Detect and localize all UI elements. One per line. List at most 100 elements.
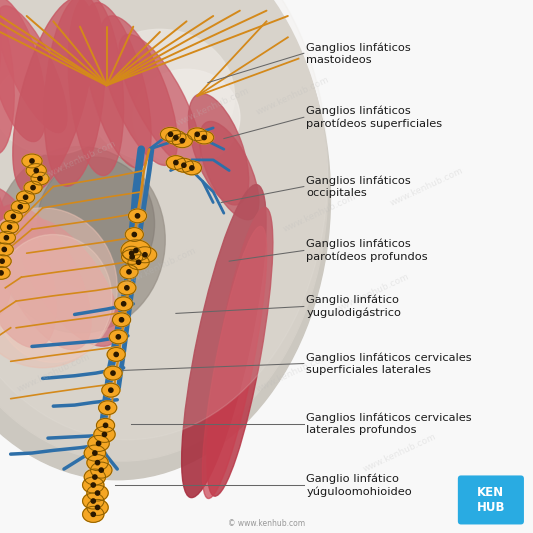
Text: www.kenhub.com: www.kenhub.com [335, 272, 411, 314]
Ellipse shape [174, 158, 193, 172]
Circle shape [99, 468, 103, 472]
Circle shape [182, 163, 186, 167]
Ellipse shape [0, 59, 112, 155]
Circle shape [122, 302, 126, 306]
Circle shape [114, 352, 118, 357]
Ellipse shape [0, 266, 10, 279]
Ellipse shape [203, 227, 266, 498]
Ellipse shape [19, 219, 119, 346]
Text: www.kenhub.com: www.kenhub.com [175, 86, 251, 127]
Ellipse shape [0, 208, 117, 368]
Ellipse shape [0, 0, 330, 480]
FancyBboxPatch shape [458, 475, 524, 524]
Circle shape [190, 166, 194, 170]
Text: Ganglios linfáticos
parotídeos superficiales: Ganglios linfáticos parotídeos superfici… [306, 106, 442, 129]
Text: www.kenhub.com: www.kenhub.com [122, 246, 198, 287]
Circle shape [91, 512, 95, 516]
Text: Ganglios linfáticos
occipitales: Ganglios linfáticos occipitales [306, 175, 411, 198]
Circle shape [91, 499, 95, 503]
Ellipse shape [0, 0, 14, 154]
Ellipse shape [83, 3, 151, 168]
Ellipse shape [115, 297, 133, 311]
Ellipse shape [207, 207, 273, 496]
Ellipse shape [122, 249, 143, 264]
Ellipse shape [133, 69, 240, 165]
Circle shape [109, 388, 113, 392]
Ellipse shape [84, 469, 106, 485]
Text: Ganglio linfático
yúguloomohioideo: Ganglio linfático yúguloomohioideo [306, 473, 412, 497]
Ellipse shape [133, 247, 157, 263]
Circle shape [119, 318, 124, 322]
Ellipse shape [83, 477, 104, 493]
Ellipse shape [0, 185, 56, 348]
Ellipse shape [121, 240, 151, 261]
Ellipse shape [84, 445, 106, 461]
Ellipse shape [0, 6, 67, 133]
Circle shape [125, 286, 129, 290]
Ellipse shape [166, 156, 185, 169]
Circle shape [0, 271, 3, 275]
Ellipse shape [87, 485, 108, 501]
Circle shape [130, 251, 134, 255]
Ellipse shape [94, 426, 115, 442]
Text: Ganglios linfáticos
parotídeos profundos: Ganglios linfáticos parotídeos profundos [306, 239, 428, 262]
Ellipse shape [96, 418, 115, 432]
Text: www.kenhub.com: www.kenhub.com [389, 166, 464, 207]
Ellipse shape [0, 243, 13, 256]
Ellipse shape [91, 462, 112, 478]
Circle shape [116, 335, 120, 339]
Ellipse shape [112, 313, 131, 327]
Ellipse shape [0, 0, 46, 142]
Ellipse shape [172, 134, 192, 148]
Ellipse shape [166, 131, 186, 144]
Ellipse shape [17, 191, 35, 204]
Ellipse shape [68, 0, 124, 175]
Ellipse shape [0, 0, 1, 157]
Ellipse shape [100, 16, 177, 165]
Circle shape [174, 160, 178, 165]
Ellipse shape [102, 383, 120, 397]
Ellipse shape [125, 228, 143, 241]
Ellipse shape [199, 122, 259, 220]
Text: Ganglios linfáticos
mastoideos: Ganglios linfáticos mastoideos [306, 42, 411, 64]
Circle shape [0, 259, 4, 263]
Ellipse shape [123, 246, 141, 260]
Ellipse shape [0, 147, 165, 333]
Circle shape [38, 176, 42, 181]
Circle shape [136, 260, 141, 264]
Ellipse shape [0, 161, 13, 319]
Ellipse shape [188, 128, 207, 141]
Text: KEN
HUB: KEN HUB [477, 486, 505, 514]
Circle shape [134, 248, 138, 253]
Circle shape [168, 132, 173, 136]
Circle shape [102, 432, 107, 437]
Text: www.kenhub.com: www.kenhub.com [42, 139, 118, 181]
Circle shape [135, 214, 140, 218]
Ellipse shape [104, 366, 122, 380]
Circle shape [2, 247, 6, 252]
Ellipse shape [188, 93, 249, 205]
Ellipse shape [128, 255, 149, 270]
Circle shape [127, 270, 131, 274]
Ellipse shape [87, 499, 108, 515]
Text: www.kenhub.com: www.kenhub.com [255, 75, 331, 117]
Ellipse shape [83, 493, 104, 509]
Circle shape [95, 461, 100, 465]
Ellipse shape [120, 265, 138, 279]
Circle shape [23, 195, 28, 199]
Circle shape [18, 205, 22, 209]
Ellipse shape [37, 157, 155, 290]
Ellipse shape [26, 164, 46, 177]
Circle shape [93, 475, 97, 479]
Text: www.kenhub.com: www.kenhub.com [255, 352, 331, 394]
Circle shape [143, 253, 147, 257]
Ellipse shape [85, 29, 235, 163]
Circle shape [95, 491, 100, 495]
Circle shape [174, 135, 178, 140]
Ellipse shape [88, 435, 109, 451]
Ellipse shape [99, 401, 117, 415]
Circle shape [95, 505, 100, 510]
Circle shape [180, 139, 184, 143]
Circle shape [132, 232, 136, 237]
Text: www.kenhub.com: www.kenhub.com [15, 352, 91, 394]
